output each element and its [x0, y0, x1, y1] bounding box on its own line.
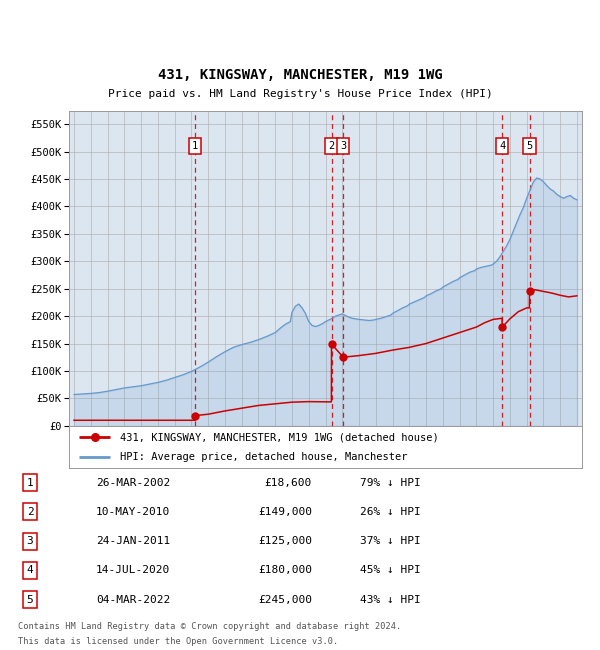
Text: 2: 2: [328, 141, 335, 151]
Text: £125,000: £125,000: [258, 536, 312, 546]
Text: 45% ↓ HPI: 45% ↓ HPI: [360, 566, 421, 575]
Text: 37% ↓ HPI: 37% ↓ HPI: [360, 536, 421, 546]
Text: 2: 2: [26, 507, 34, 517]
Text: This data is licensed under the Open Government Licence v3.0.: This data is licensed under the Open Gov…: [18, 636, 338, 645]
Text: 431, KINGSWAY, MANCHESTER, M19 1WG: 431, KINGSWAY, MANCHESTER, M19 1WG: [158, 68, 442, 82]
Text: HPI: Average price, detached house, Manchester: HPI: Average price, detached house, Manc…: [121, 452, 408, 461]
Text: 431, KINGSWAY, MANCHESTER, M19 1WG (detached house): 431, KINGSWAY, MANCHESTER, M19 1WG (deta…: [121, 432, 439, 442]
Text: 3: 3: [340, 141, 347, 151]
Text: £180,000: £180,000: [258, 566, 312, 575]
Text: Price paid vs. HM Land Registry's House Price Index (HPI): Price paid vs. HM Land Registry's House …: [107, 89, 493, 99]
Text: 1: 1: [192, 141, 199, 151]
Text: 24-JAN-2011: 24-JAN-2011: [96, 536, 170, 546]
Text: 43% ↓ HPI: 43% ↓ HPI: [360, 595, 421, 604]
Text: 04-MAR-2022: 04-MAR-2022: [96, 595, 170, 604]
Text: 1: 1: [26, 478, 34, 488]
Text: 3: 3: [26, 536, 34, 546]
Text: £245,000: £245,000: [258, 595, 312, 604]
Text: 5: 5: [26, 595, 34, 604]
Text: £149,000: £149,000: [258, 507, 312, 517]
Text: 26% ↓ HPI: 26% ↓ HPI: [360, 507, 421, 517]
Text: 4: 4: [26, 566, 34, 575]
Text: 4: 4: [499, 141, 505, 151]
Text: 79% ↓ HPI: 79% ↓ HPI: [360, 478, 421, 488]
Text: £18,600: £18,600: [265, 478, 312, 488]
Text: 26-MAR-2002: 26-MAR-2002: [96, 478, 170, 488]
Text: Contains HM Land Registry data © Crown copyright and database right 2024.: Contains HM Land Registry data © Crown c…: [18, 622, 401, 631]
Text: 10-MAY-2010: 10-MAY-2010: [96, 507, 170, 517]
Text: 14-JUL-2020: 14-JUL-2020: [96, 566, 170, 575]
Text: 5: 5: [526, 141, 533, 151]
